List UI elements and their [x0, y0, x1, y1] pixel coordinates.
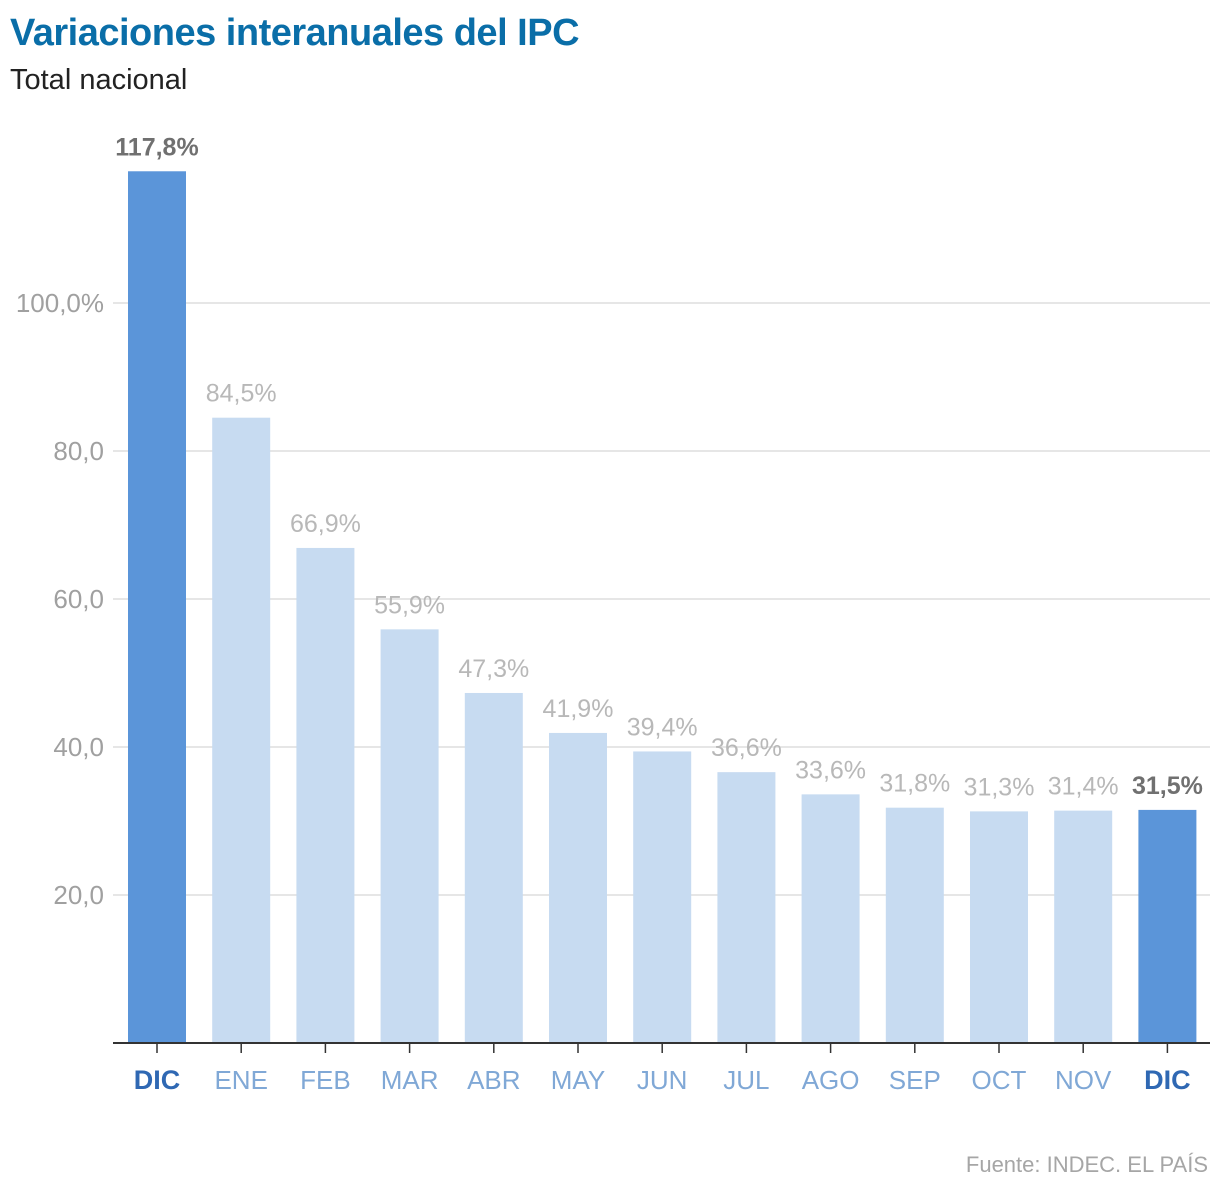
value-label: 31,3% [964, 773, 1035, 801]
value-label: 84,5% [206, 380, 277, 408]
x-tick-label: JUL [723, 1065, 769, 1095]
x-axis [113, 1042, 1210, 1053]
bar-dic-0 [128, 171, 186, 1043]
y-tick-label: 100,0% [16, 288, 104, 318]
x-tick-label: DIC [1144, 1065, 1191, 1095]
bar-jul-7 [717, 772, 776, 1043]
y-tick-label: 80,0 [53, 436, 104, 466]
value-label: 41,9% [543, 695, 614, 723]
bar-feb-2 [296, 547, 355, 1043]
value-label: 36,6% [711, 734, 782, 762]
value-label: 31,8% [879, 770, 950, 798]
x-tick-label: ENE [214, 1065, 267, 1095]
bar-mar-3 [380, 629, 439, 1043]
y-tick-label: 60,0 [53, 584, 104, 614]
x-tick-label: DIC [134, 1065, 181, 1095]
bar-ago-8 [801, 794, 860, 1043]
x-tick-label: MAR [381, 1065, 439, 1095]
x-tick-label: FEB [300, 1065, 351, 1095]
y-tick-label: 20,0 [53, 880, 104, 910]
chart-title: Variaciones interanuales del IPC [10, 12, 580, 54]
chart-subtitle: Total nacional [10, 64, 188, 96]
value-label: 117,8% [115, 133, 198, 161]
x-tick-label: NOV [1055, 1065, 1112, 1095]
value-labels: 117,8% 84,5% 66,9% 55,9% 47,3% 41,9% 39,4% 36,6… [115, 133, 1203, 801]
value-label: 47,3% [458, 655, 529, 683]
x-tick-label: JUN [637, 1065, 688, 1095]
y-tick-label: 40,0 [53, 732, 104, 762]
x-tick-label: SEP [889, 1065, 941, 1095]
x-tick-label: AGO [802, 1065, 860, 1095]
bar-abr-4 [464, 692, 523, 1043]
bar-nov-11 [1054, 810, 1113, 1043]
bar-sep-9 [885, 807, 944, 1043]
value-label: 33,6% [795, 756, 866, 784]
y-axis-ticks: 20,0 40,0 60,0 80,0 100,0% [16, 288, 104, 910]
bar-may-5 [549, 732, 607, 1043]
bar-ene-1 [212, 417, 271, 1043]
value-label: 31,4% [1048, 773, 1119, 801]
bar-dic-12 [1138, 809, 1197, 1043]
x-tick-label: MAY [551, 1065, 605, 1095]
x-tick-label: ABR [467, 1065, 520, 1095]
bar-oct-10 [970, 811, 1028, 1043]
value-label: 55,9% [374, 591, 445, 619]
value-label: 66,9% [290, 510, 361, 538]
source-note: Fuente: INDEC. EL PAÍS [965, 1152, 1208, 1177]
bars [128, 171, 1197, 1043]
x-axis-ticks: DIC ENE FEB MAR ABR MAY JUN JUL AGO SEP OCT NOV DIC [134, 1065, 1191, 1095]
value-label: 31,5% [1132, 772, 1203, 800]
bar-jun-6 [633, 751, 692, 1043]
value-label: 39,4% [627, 713, 698, 741]
x-tick-label: OCT [972, 1065, 1027, 1095]
